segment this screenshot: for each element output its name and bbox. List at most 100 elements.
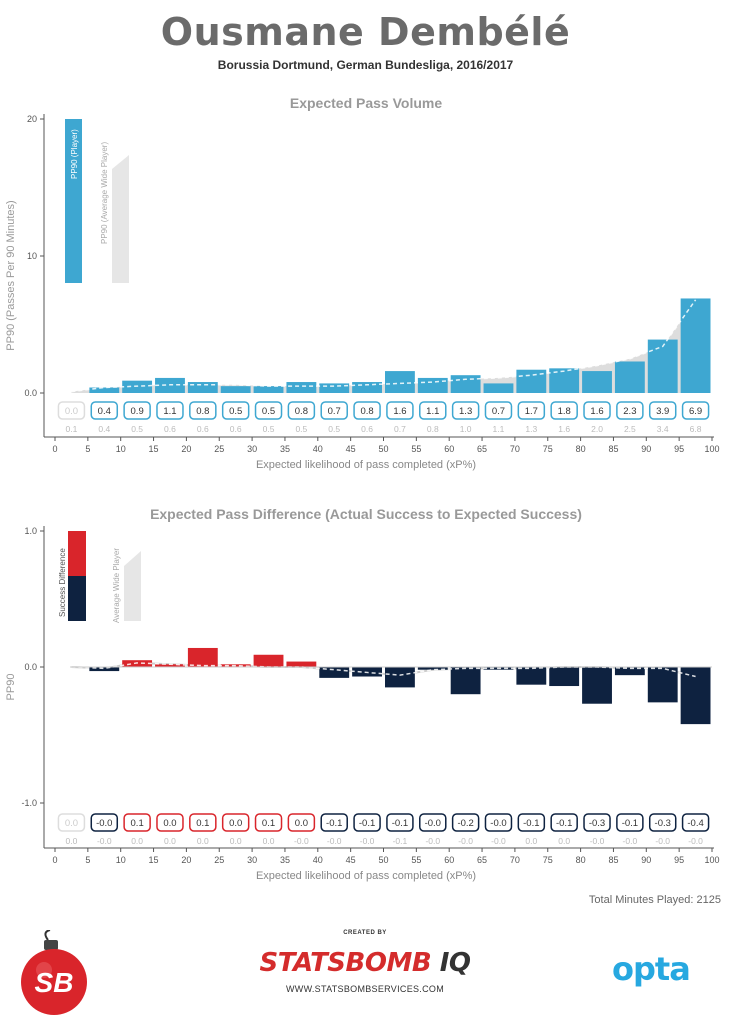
statsbomb-bomb-logo: SB xyxy=(20,929,95,1025)
value-box xyxy=(648,813,677,832)
average-value-label: -0.0 xyxy=(590,836,605,846)
average-value-label: 0.5 xyxy=(295,424,307,434)
average-dashed-line xyxy=(71,299,697,393)
y-tick-label: 0.0 xyxy=(24,388,37,398)
average-value-label: 1.1 xyxy=(493,424,505,434)
x-tick-label: 45 xyxy=(346,444,356,454)
value-box xyxy=(517,813,546,832)
player-value-label: 0.0 xyxy=(295,818,308,829)
created-by-label: CREATED BY xyxy=(343,930,387,936)
value-box xyxy=(221,813,250,832)
player-value-label: -0.1 xyxy=(622,818,638,829)
expected-pass-difference-chart: Expected Pass Difference (Actual Success… xyxy=(5,506,720,882)
player-value-label: 1.6 xyxy=(590,406,603,417)
value-box xyxy=(90,401,119,420)
value-box xyxy=(287,813,316,832)
x-tick-label: 95 xyxy=(674,855,684,865)
bar-19 xyxy=(680,667,711,725)
average-value-label: 2.0 xyxy=(591,424,603,434)
value-box xyxy=(681,813,710,832)
statsbomb-iq-logo: STATSBOMB IQ xyxy=(230,948,500,978)
x-tick-label: 10 xyxy=(116,444,126,454)
player-value-label: 3.9 xyxy=(656,406,669,417)
player-value-label: 1.6 xyxy=(393,406,406,417)
y-axis-label: PP90 (Passes Per 90 Minutes) xyxy=(5,200,17,350)
total-minutes-played: Total Minutes Played: 2125 xyxy=(588,894,721,906)
bar-8 xyxy=(319,383,350,393)
average-value-label: 0.0 xyxy=(263,836,275,846)
player-value-label: 0.7 xyxy=(492,406,505,417)
value-box xyxy=(550,813,578,832)
value-box xyxy=(451,813,480,832)
value-box xyxy=(451,401,480,420)
value-box xyxy=(419,813,447,832)
average-value-label: 2.5 xyxy=(624,424,636,434)
value-box xyxy=(57,813,86,832)
bar-17 xyxy=(614,361,645,393)
average-value-label: 0.0 xyxy=(131,836,143,846)
player-value-label: 1.7 xyxy=(525,406,538,417)
opta-logo: opta xyxy=(612,950,691,988)
x-tick-label: 55 xyxy=(411,855,421,865)
bar-16 xyxy=(582,667,612,704)
value-box xyxy=(189,813,217,832)
player-value-label: 0.5 xyxy=(229,406,242,417)
average-value-label: 0.6 xyxy=(230,424,242,434)
value-box xyxy=(353,813,381,832)
player-value-label: 0.7 xyxy=(328,406,341,417)
player-value-label: -0.1 xyxy=(523,818,539,829)
bar-15 xyxy=(549,667,580,687)
bar-3 xyxy=(155,664,185,667)
value-box xyxy=(189,401,217,420)
x-tick-label: 15 xyxy=(149,444,159,454)
value-box xyxy=(550,401,578,420)
bar-12 xyxy=(450,667,481,695)
average-value-label: -0.0 xyxy=(655,836,670,846)
x-axis-label: Expected likelihood of pass completed (x… xyxy=(256,459,476,471)
player-value-label: -0.1 xyxy=(326,818,342,829)
player-value-label: -0.0 xyxy=(96,818,112,829)
average-value-label: -0.0 xyxy=(294,836,309,846)
x-tick-label: 95 xyxy=(674,444,684,454)
average-value-label: 0.1 xyxy=(66,424,78,434)
chart-title: Expected Pass Difference (Actual Success… xyxy=(150,506,582,522)
player-value-label: 0.1 xyxy=(262,818,275,829)
average-value-label: 1.6 xyxy=(558,424,570,434)
bar-7 xyxy=(286,661,317,667)
value-box xyxy=(484,401,513,420)
player-value-label: 0.4 xyxy=(98,406,111,417)
player-value-label: 0.0 xyxy=(163,818,176,829)
x-tick-label: 65 xyxy=(477,444,487,454)
x-tick-label: 80 xyxy=(576,444,586,454)
website-url: WWW.STATSBOMBSERVICES.COM xyxy=(285,984,444,994)
bar-19 xyxy=(680,298,711,393)
x-tick-label: 25 xyxy=(214,855,224,865)
x-tick-label: 5 xyxy=(85,855,90,865)
x-tick-label: 40 xyxy=(313,444,323,454)
average-value-label: 0.5 xyxy=(328,424,340,434)
x-tick-label: 25 xyxy=(214,444,224,454)
legend-average-label: PP90 (Average Wide Player) xyxy=(100,142,109,244)
bar-8 xyxy=(319,667,350,678)
average-value-label: -0.0 xyxy=(360,836,375,846)
statsbomb-iq-branding: CREATED BY STATSBOMB IQ WWW.STATSBOMBSER… xyxy=(230,930,500,994)
legend-average-swatch xyxy=(124,551,141,621)
value-box xyxy=(156,813,184,832)
bar-6 xyxy=(253,654,284,667)
value-box xyxy=(517,401,546,420)
value-box xyxy=(123,813,151,832)
x-tick-label: 10 xyxy=(116,855,126,865)
player-value-label: 0.8 xyxy=(295,406,308,417)
bar-4 xyxy=(187,647,218,667)
page-title: Ousmane Dembélé xyxy=(160,10,571,54)
player-value-label: 0.8 xyxy=(360,406,373,417)
value-box xyxy=(583,401,611,420)
bar-14 xyxy=(516,369,547,393)
x-tick-label: 45 xyxy=(346,855,356,865)
bar-11 xyxy=(417,667,448,670)
x-tick-label: 100 xyxy=(704,444,719,454)
x-tick-label: 100 xyxy=(704,855,719,865)
average-value-label: 3.4 xyxy=(657,424,669,434)
value-box xyxy=(386,813,414,832)
average-value-label: 0.5 xyxy=(131,424,143,434)
